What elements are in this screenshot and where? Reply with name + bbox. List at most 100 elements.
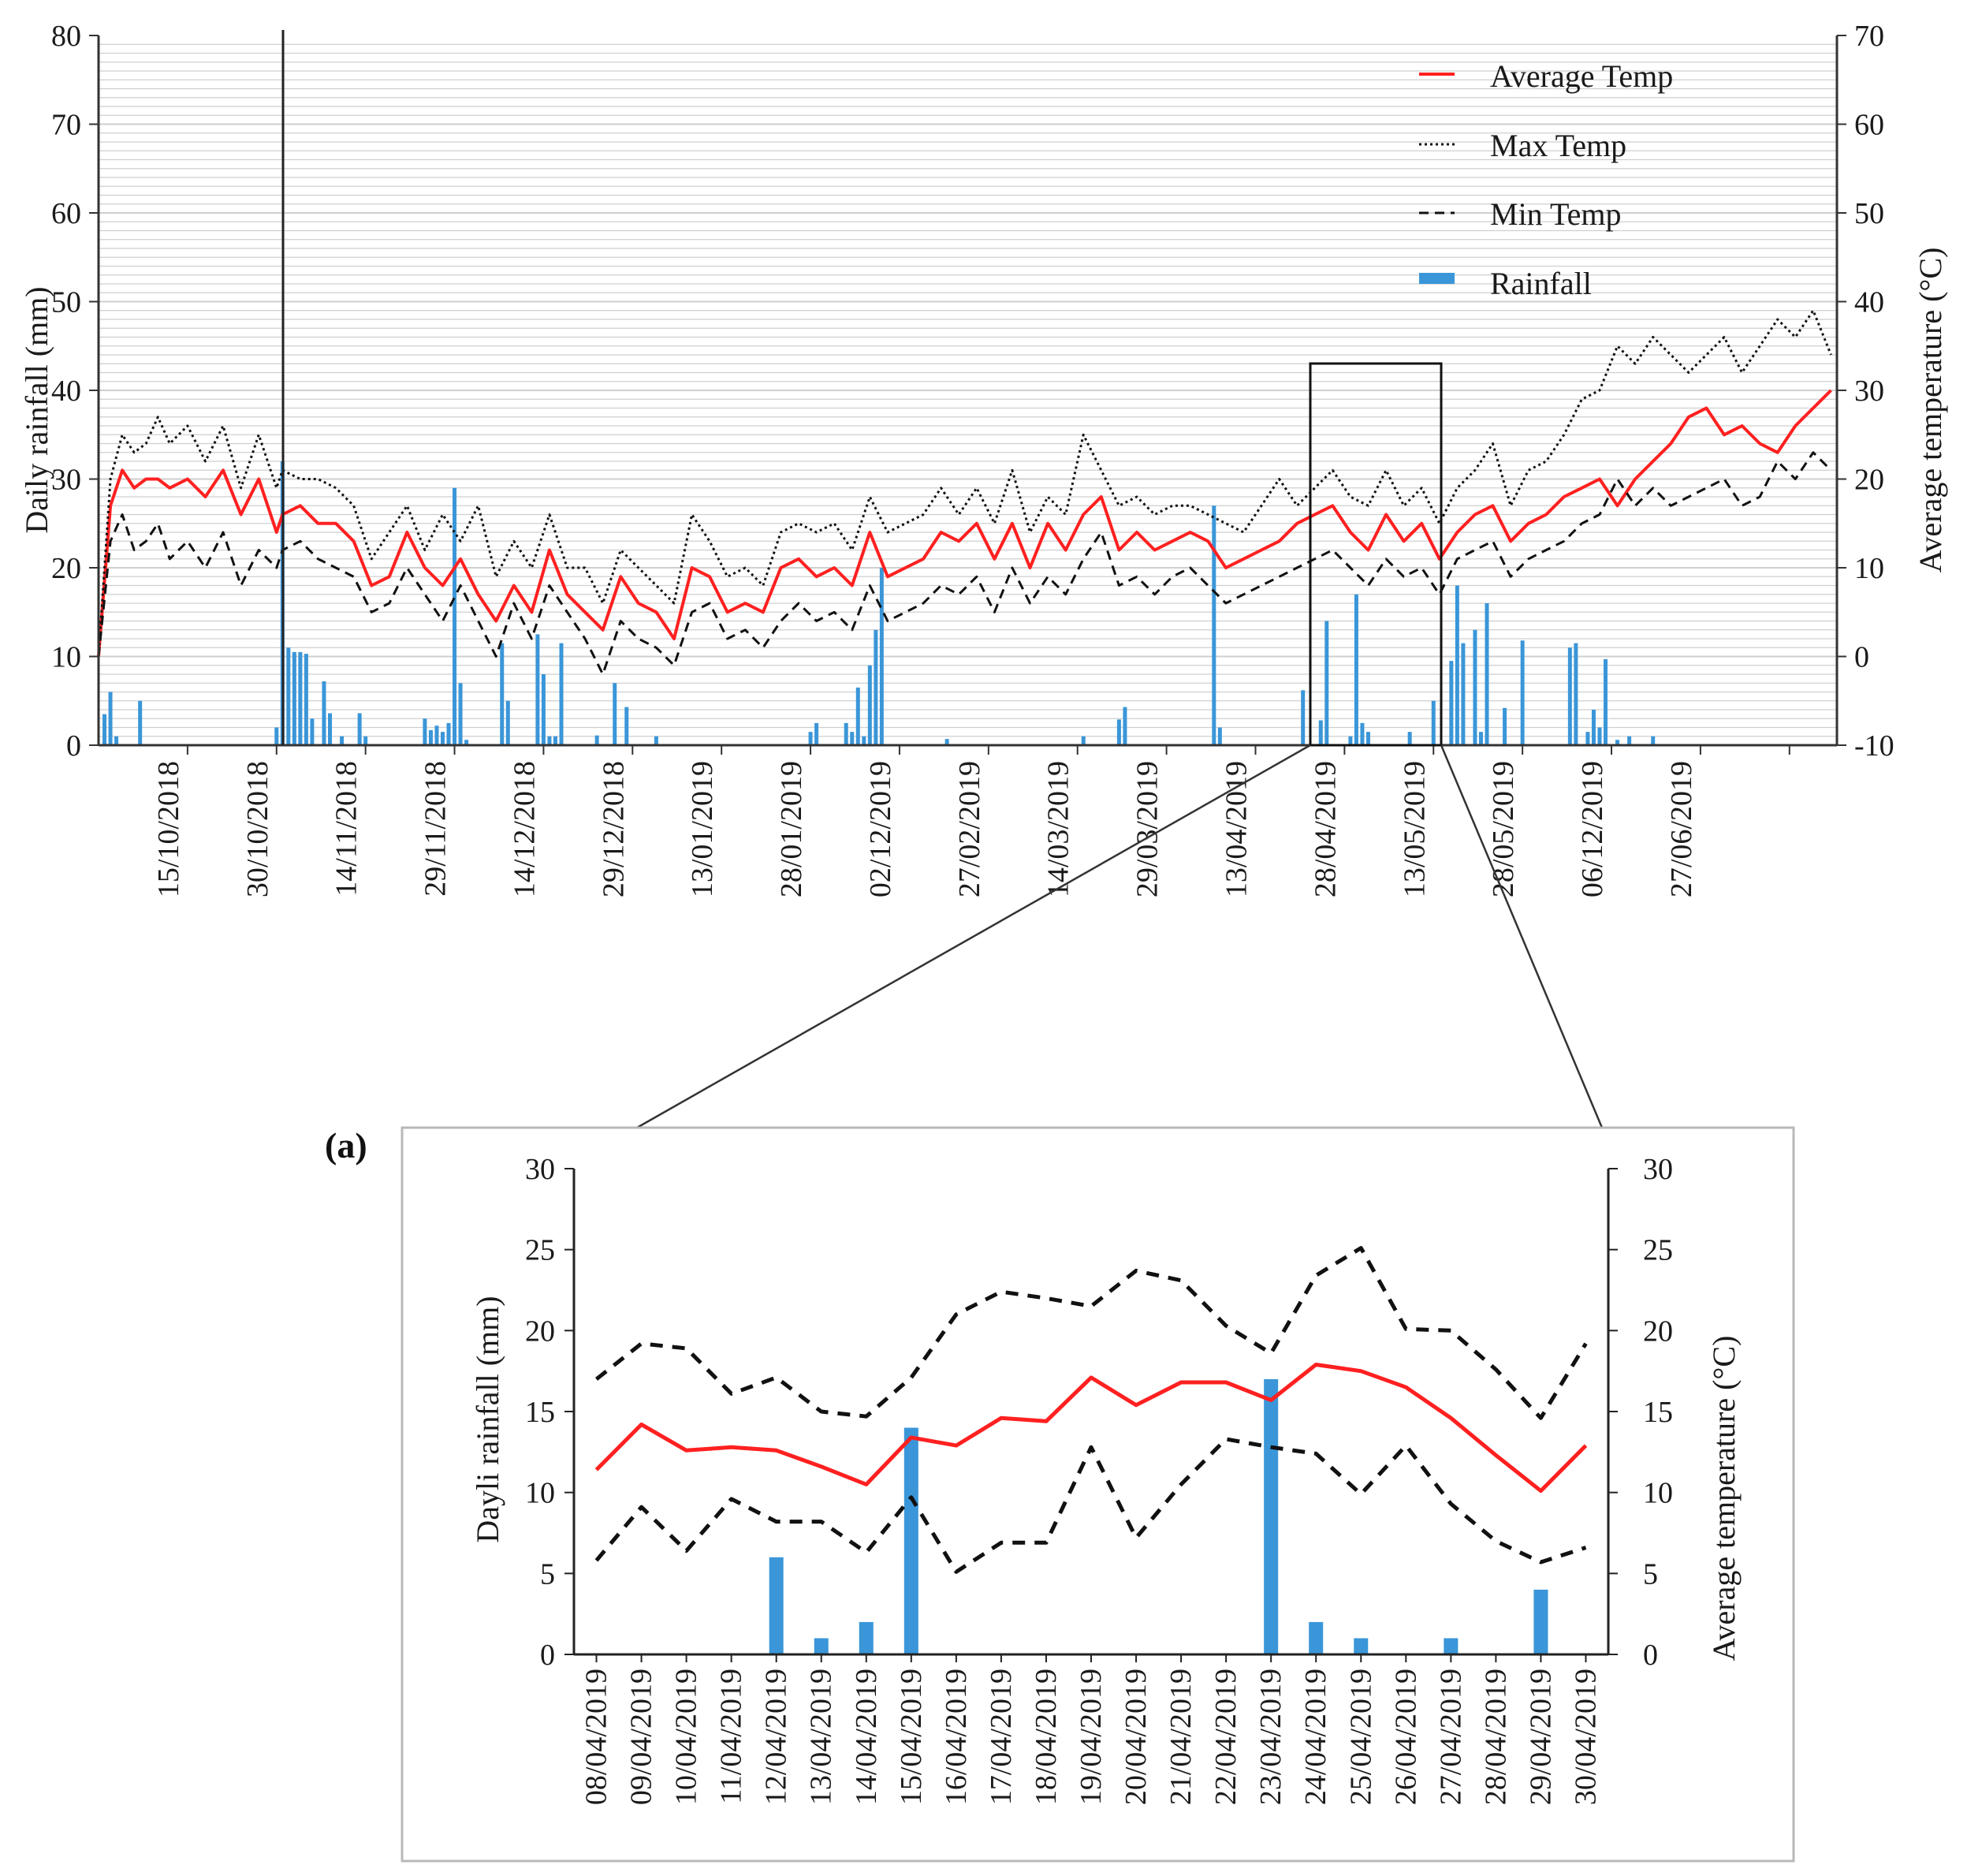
overview-rainfall-bar — [1520, 640, 1525, 745]
overview-rainfall-bar — [944, 739, 949, 745]
overview-x-tick-label: 30/10/2018 — [241, 761, 274, 897]
inset-x-tick-label: 25/04/2019 — [1344, 1669, 1377, 1805]
overview-series-max-temp — [97, 309, 1832, 657]
inset-series-min-temp — [594, 1437, 1587, 1574]
legend-label-average-temp: Average Temp — [1490, 58, 1673, 94]
overview-rainfall-bar — [1485, 603, 1489, 745]
overview-rainfall-bar — [1360, 722, 1365, 745]
inset-y-tick-label: 10 — [525, 1477, 555, 1510]
overview-rainfall-bar — [274, 727, 279, 745]
overview-x-tick-label: 27/02/2019 — [953, 761, 986, 897]
overview-rainfall-bar — [322, 681, 326, 745]
overview-x-tick-label: 29/12/2018 — [597, 761, 630, 897]
inset-rainfall-bar — [1309, 1621, 1324, 1654]
zoom-connector-right — [1440, 744, 1604, 1128]
overview-x-tick-label: 02/12/2019 — [864, 761, 897, 897]
inset-y2-tick-label: 25 — [1643, 1234, 1673, 1267]
overview-rainfall-bar — [1123, 707, 1127, 745]
overview-rainfall-bar — [1461, 643, 1466, 745]
inset-x-tick-label: 11/04/2019 — [715, 1669, 748, 1804]
inset-x-tick-label: 24/04/2019 — [1299, 1669, 1332, 1805]
overview-rainfall-bar — [1212, 505, 1216, 745]
overview-temperature-lines — [97, 309, 1832, 676]
overview-rainfall-bar — [613, 683, 617, 745]
overview-y2-tick-label: 40 — [1854, 286, 1884, 319]
overview-rainfall-bar — [1455, 585, 1459, 745]
overview-rainfall-bar — [535, 634, 540, 745]
inset-x-tick-label: 27/04/2019 — [1434, 1669, 1467, 1805]
overview-series-average-temp — [97, 389, 1832, 657]
overview-rainfall-bar — [458, 683, 463, 745]
overview-x-tick-label: 14/12/2018 — [508, 761, 541, 897]
overview-y-tick-label: 10 — [51, 641, 81, 674]
overview-rainfall-bar — [1354, 594, 1358, 745]
overview-y2-axis-label: Average temperature (°C) — [1913, 248, 1948, 573]
overview-rainfall-bar — [879, 568, 884, 745]
overview-x-tick-label: 28/04/2019 — [1309, 761, 1342, 897]
overview-y-tick-label: 50 — [51, 286, 81, 319]
inset-rainfall-bar — [903, 1427, 918, 1654]
inset-x-tick-label: 12/04/2019 — [760, 1669, 793, 1805]
inset-y-axis-label: Dayli rainfall (mm) — [470, 1296, 505, 1542]
overview-rainfall-bar — [1567, 647, 1572, 745]
overview-rainfall-bar — [654, 736, 658, 745]
inset-x-tick-label: 22/04/2019 — [1209, 1669, 1242, 1805]
overview-rainfall-bar — [594, 735, 599, 745]
inset-x-tick-label: 16/04/2019 — [940, 1669, 973, 1805]
overview-y2-tick-label: -10 — [1854, 729, 1894, 763]
inset-rainfall-bar — [1444, 1638, 1459, 1654]
overview-y2-tick-label: 20 — [1854, 464, 1884, 497]
inset-series-max-temp — [594, 1246, 1588, 1420]
overview-rainfall-bar — [867, 665, 872, 745]
overview-y2-tick-label: 70 — [1854, 20, 1884, 53]
overview-rainfall-bar — [1574, 643, 1578, 745]
overview-rainfall-bar — [1449, 661, 1454, 745]
legend-swatch-rainfall — [1419, 273, 1455, 284]
overview-x-tick-label: 13/04/2019 — [1220, 761, 1253, 897]
overview-rainfall-bar — [1318, 720, 1323, 745]
overview-y2-tick-label: 10 — [1854, 552, 1884, 585]
inset-x-tick-label: 21/04/2019 — [1164, 1669, 1198, 1805]
inset-x-tick-label: 23/04/2019 — [1254, 1669, 1287, 1805]
overview-rainfall-bar — [808, 732, 813, 745]
inset-x-tick-label: 19/04/2019 — [1075, 1669, 1108, 1805]
overview-rainfall-bar — [298, 651, 303, 745]
overview-rainfall-bar — [624, 707, 629, 745]
inset-y-tick-label: 30 — [525, 1153, 555, 1186]
inset-x-tick-label: 29/04/2019 — [1524, 1669, 1557, 1805]
inset-x-tick-label: 17/04/2019 — [985, 1669, 1018, 1805]
overview-rainfall-bar — [1116, 719, 1121, 745]
inset-rainfall-bars — [769, 1378, 1548, 1654]
overview-rainfall-bar — [310, 718, 315, 745]
overview-rainfall-bar — [428, 729, 433, 745]
inset-y2-tick-label: 0 — [1643, 1639, 1658, 1672]
inset-y-tick-label: 0 — [540, 1639, 555, 1672]
overview-rainfall-bar — [453, 487, 457, 745]
overview-rainfall-bar — [357, 713, 362, 745]
overview-rainfall-bar — [363, 736, 368, 745]
inset-y-tick-label: 25 — [525, 1234, 555, 1267]
inset-x-tick-label: 14/04/2019 — [850, 1669, 883, 1805]
legend-label-max-temp: Max Temp — [1490, 128, 1626, 163]
overview-y-tick-label: 20 — [51, 552, 81, 585]
overview-rainfall-bar — [340, 736, 345, 745]
overview-rainfall-bar — [440, 732, 445, 745]
overview-y2-tick-label: 50 — [1854, 197, 1884, 230]
overview-rainfall-bar — [138, 700, 143, 745]
inset-x-tick-label: 18/04/2019 — [1030, 1669, 1063, 1805]
overview-rainfall-bar — [327, 713, 332, 745]
zoom-region-box — [1309, 362, 1443, 747]
inset-x-tick-label: 28/04/2019 — [1479, 1669, 1512, 1805]
inset-x-tick-label: 08/04/2019 — [580, 1669, 613, 1805]
overview-rainfall-bar — [1478, 732, 1483, 745]
overview-rainfall-bar — [1407, 732, 1412, 745]
inset-y2-tick-label: 20 — [1643, 1315, 1673, 1348]
zoom-connector-left — [636, 744, 1311, 1129]
overview-rainfall-bar — [559, 643, 564, 745]
inset-x-tick-label: 10/04/2019 — [670, 1669, 703, 1805]
inset-y2-tick-label: 10 — [1643, 1477, 1673, 1510]
overview-legend: Average Temp Max Temp Min Temp Rainfall — [1419, 58, 1673, 301]
overview-y-tick-label: 60 — [51, 197, 81, 230]
overview-rainfall-bar — [464, 740, 469, 745]
